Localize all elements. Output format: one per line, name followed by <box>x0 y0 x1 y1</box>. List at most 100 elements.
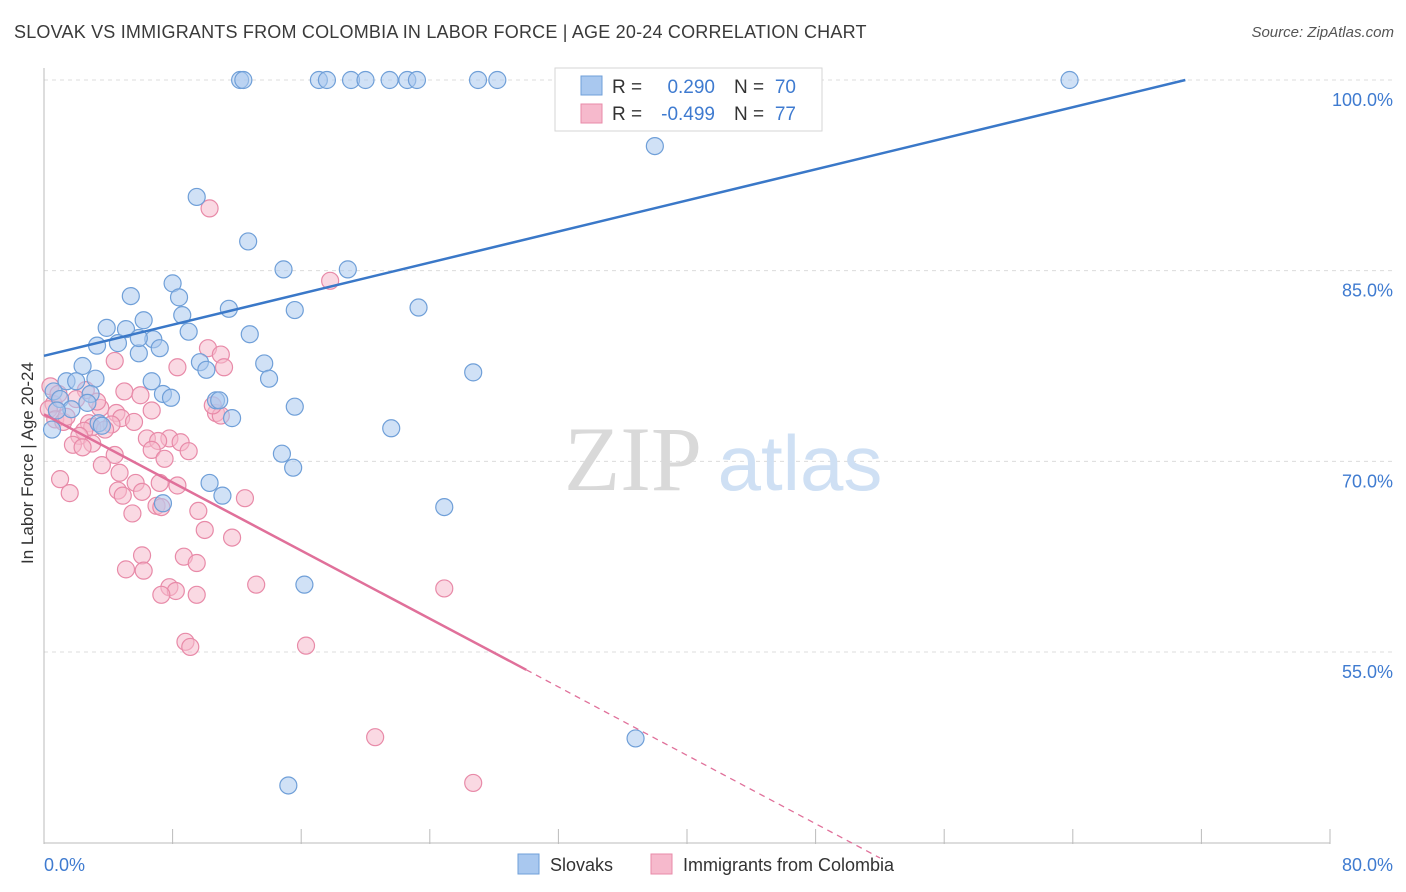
slovaks-point-63 <box>435 497 454 517</box>
colombia-point-36 <box>92 456 111 475</box>
slovaks-point-64 <box>295 575 314 594</box>
trend-lines <box>43 78 1186 859</box>
slovaks-point-18 <box>169 288 189 307</box>
bottom-legend-label-slovaks: Slovaks <box>550 855 613 875</box>
legend: R = 0.290 N = 70 R = -0.499 N = 77 <box>554 67 823 132</box>
slovaks-point-9 <box>468 70 488 90</box>
y-tick-label-3: 55.0% <box>1342 662 1393 682</box>
slovaks-point-40 <box>67 372 86 391</box>
slovaks-point-41 <box>142 372 161 391</box>
slovaks-point-28 <box>240 325 259 344</box>
slovaks-point-45 <box>161 388 181 407</box>
slovaks-point-65 <box>626 729 645 748</box>
colombia-point-65 <box>181 637 200 657</box>
colombia-point-62 <box>152 585 171 604</box>
colombia-point-49 <box>189 501 208 521</box>
colombia-point-75 <box>179 442 198 461</box>
bottom-legend-label-colombia: Immigrants from Colombia <box>683 855 895 875</box>
slovaks-point-16 <box>338 260 357 279</box>
slovaks-point-58 <box>272 444 292 463</box>
colombia-point-57 <box>134 561 153 580</box>
slovaks-point-24 <box>134 311 153 330</box>
colombia-point-6 <box>214 358 234 377</box>
y-tick-label-0: 100.0% <box>1332 90 1393 110</box>
legend-n-value-2: 77 <box>775 104 796 125</box>
colombia-point-63 <box>187 585 206 604</box>
colombia-point-0 <box>200 199 219 218</box>
slovaks-point-55 <box>382 419 401 438</box>
colombia-point-43 <box>132 482 152 501</box>
watermark-zip: ZIP <box>564 408 702 510</box>
colombia-point-38 <box>50 470 70 489</box>
slovaks-point-66 <box>279 776 298 795</box>
slovaks-point-14 <box>239 232 258 251</box>
legend-r-label-2: R = <box>612 104 642 125</box>
slovaks-point-19 <box>121 286 140 306</box>
y-axis-title: In Labor Force | Age 20-24 <box>18 362 37 564</box>
colombia-point-4 <box>105 351 124 371</box>
colombia-point-45 <box>113 486 132 505</box>
colombia-point-46 <box>235 489 255 508</box>
colombia-point-59 <box>435 579 454 598</box>
slovaks-point-1 <box>234 70 253 90</box>
slovaks-point-13 <box>187 187 206 207</box>
colombia-point-58 <box>247 575 266 594</box>
slovaks-point-62 <box>153 494 173 513</box>
source-label: Source: ZipAtlas.com <box>1251 24 1394 41</box>
colombia-point-37 <box>110 463 129 482</box>
chart-title: SLOVAK VS IMMIGRANTS FROM COLOMBIA IN LA… <box>14 22 867 42</box>
slovaks-point-3 <box>317 70 337 90</box>
colombia-point-68 <box>464 773 483 793</box>
slovaks-point-6 <box>380 70 399 90</box>
slovaks-point-37 <box>197 360 216 379</box>
slovaks-point-33 <box>73 356 92 376</box>
legend-n-value-1: 70 <box>775 77 796 98</box>
slovaks-point-34 <box>255 354 274 373</box>
slovaks-point-22 <box>409 298 428 317</box>
bottom-legend-swatch-colombia <box>650 853 673 875</box>
slovaks-point-61 <box>213 486 232 505</box>
colombia-point-10 <box>131 386 150 405</box>
slovaks-point-69 <box>150 339 169 358</box>
slovaks-point-32 <box>129 344 148 363</box>
legend-swatch-slovaks <box>580 75 603 96</box>
colombia-point-9 <box>115 382 134 401</box>
slovaks-point-56 <box>42 420 62 439</box>
slovaks-point-5 <box>356 70 375 90</box>
slovaks-point-36 <box>86 369 105 388</box>
x-tick-labels: 0.0% 80.0% <box>44 855 1393 875</box>
colombia-trend-line <box>43 413 527 671</box>
colombia-point-52 <box>222 528 242 547</box>
slovaks-point-11 <box>1060 70 1079 90</box>
y-tick-label-2: 70.0% <box>1342 471 1393 491</box>
legend-r-value-1: 0.290 <box>667 77 715 98</box>
slovaks-point-8 <box>407 70 427 90</box>
bottom-legend-swatch-slovaks <box>517 853 540 875</box>
colombia-point-66 <box>296 636 316 655</box>
watermark-atlas: atlas <box>718 419 883 507</box>
slovaks-point-50 <box>285 397 304 416</box>
slovaks-point-38 <box>259 369 279 388</box>
slovaks-point-52 <box>47 401 66 420</box>
y-tick-labels: 100.0% 85.0% 70.0% 55.0% <box>1332 90 1393 682</box>
slovaks-point-53 <box>222 409 242 428</box>
legend-n-label-2: N = <box>734 104 764 125</box>
watermark: ZIP atlas <box>564 408 882 510</box>
colombia-point-67 <box>366 728 385 747</box>
legend-n-label-1: N = <box>734 77 764 98</box>
colombia-point-74 <box>155 449 174 468</box>
colombia-point-53 <box>132 546 152 565</box>
x-tick-label-1: 80.0% <box>1342 855 1393 875</box>
colombia-point-34 <box>142 440 161 459</box>
colombia-point-55 <box>187 553 206 573</box>
slovaks-point-27 <box>179 322 198 341</box>
legend-r-value-2: -0.499 <box>661 104 715 125</box>
colombia-point-50 <box>123 504 142 523</box>
legend-r-label-1: R = <box>612 77 642 98</box>
axes <box>43 68 1331 844</box>
colombia-point-56 <box>116 560 136 579</box>
colombia-point-33 <box>73 438 92 457</box>
series-slovaks-points <box>42 70 1079 795</box>
slovaks-point-25 <box>97 318 116 337</box>
